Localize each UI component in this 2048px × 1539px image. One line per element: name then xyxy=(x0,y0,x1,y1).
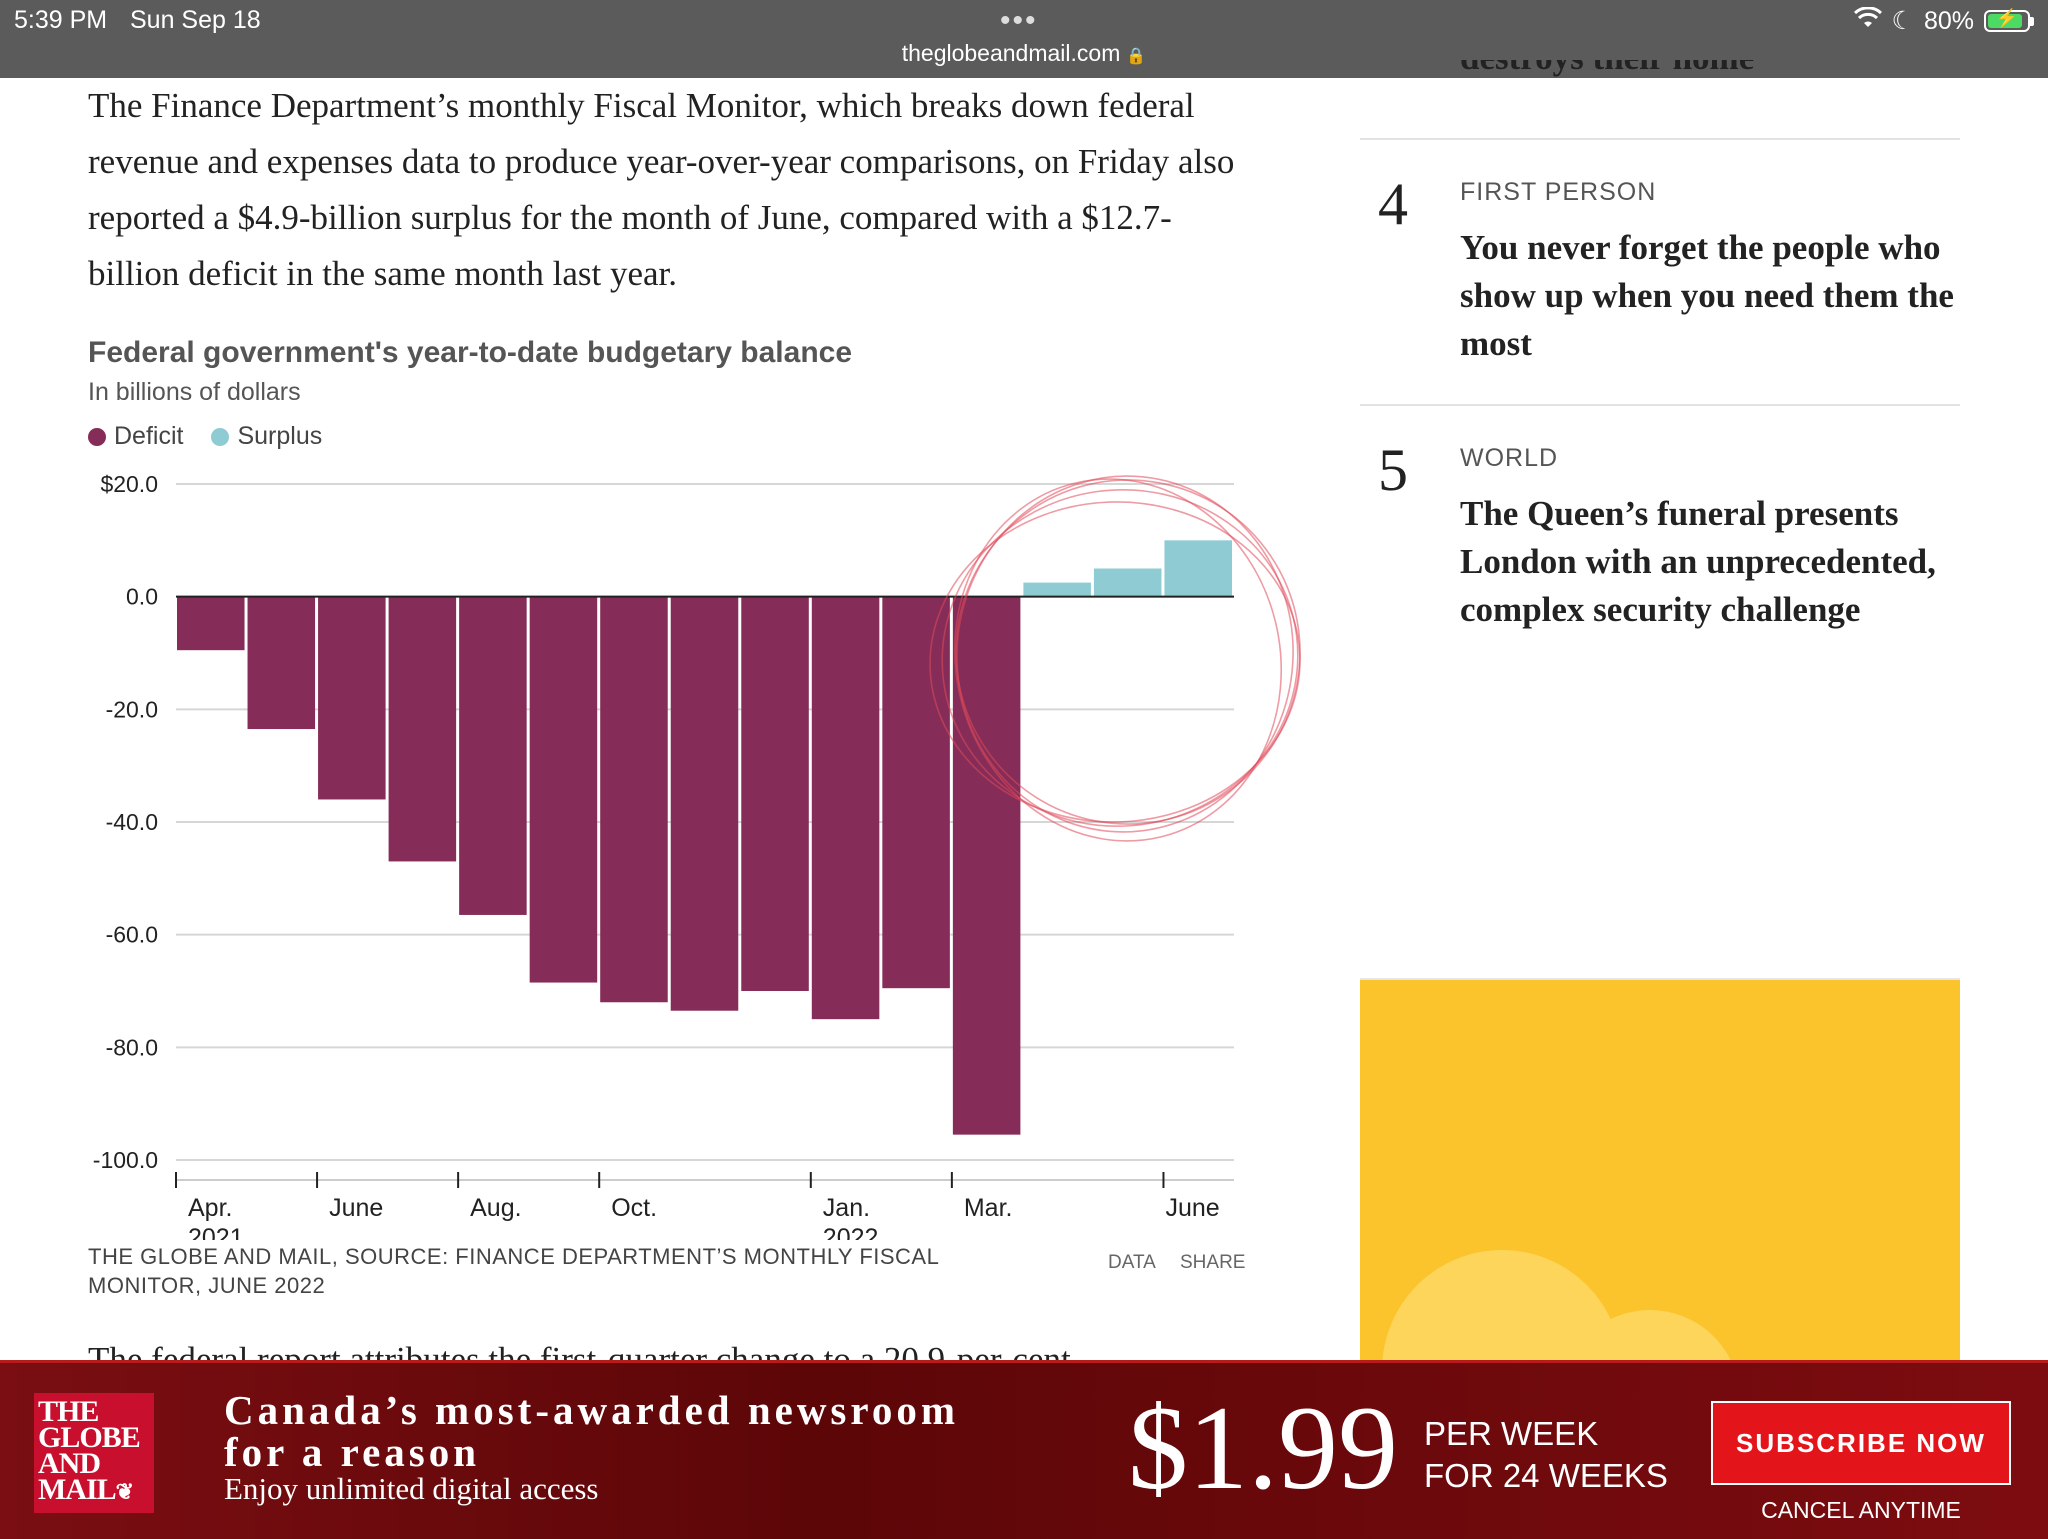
logo-line: THE xyxy=(38,1395,99,1428)
battery-percent: 80% xyxy=(1923,6,1974,35)
sidebar-cut-headline-text: destroys their home xyxy=(1460,60,1754,77)
article-paragraph: The Finance Department’s monthly Fiscal … xyxy=(88,86,1235,293)
legend-item-deficit: Deficit xyxy=(88,422,183,451)
logo-line: GLOBE xyxy=(38,1421,141,1454)
banner-price: $1.99 xyxy=(1128,1381,1398,1514)
bar-aug-2021[interactable] xyxy=(459,596,527,915)
story-headline[interactable]: The Queen’s funeral presents London with… xyxy=(1460,494,1936,629)
story-category: FIRST PERSON xyxy=(1460,178,1657,206)
bar-july-2021[interactable] xyxy=(388,596,457,862)
lock-icon: 🔒 xyxy=(1126,48,1147,65)
annotation-circle-stroke xyxy=(953,478,1283,842)
chart-title: Federal government's year-to-date budget… xyxy=(88,336,853,369)
article-next-paragraph: The federal report attributes the first-… xyxy=(88,1338,1248,1362)
chart-legend: Deficit Surplus xyxy=(88,422,322,451)
sidebar-divider xyxy=(1360,404,1960,406)
subscribe-now-button[interactable]: SUBSCRIBE NOW xyxy=(1711,1401,2011,1485)
x-tick-label: Mar. xyxy=(964,1194,1013,1222)
url-text: theglobeandmail.com xyxy=(901,40,1121,66)
logo-line-text: MAIL xyxy=(38,1473,117,1506)
bar-jan-2022[interactable] xyxy=(811,596,880,1020)
logo-line: AND xyxy=(38,1447,101,1480)
bar-nov-2021[interactable] xyxy=(670,596,739,1011)
chart-subtitle: In billions of dollars xyxy=(88,378,301,406)
battery-icon: ⚡ xyxy=(1984,8,2034,32)
banner-subline: Enjoy unlimited digital access xyxy=(224,1471,599,1506)
y-tick-label: -40.0 xyxy=(106,809,158,835)
x-tick-label: June xyxy=(1165,1194,1219,1222)
chart-source: THE GLOBE AND MAIL, SOURCE: FINANCE DEPA… xyxy=(88,1244,939,1298)
bar-apr-2022[interactable] xyxy=(1023,582,1091,597)
x-tick-label: Apr. xyxy=(188,1194,232,1222)
legend-swatch-surplus xyxy=(211,427,230,446)
y-tick-label: -80.0 xyxy=(106,1034,158,1060)
story-number: 5 xyxy=(1378,437,1408,503)
annotation-circle-stroke xyxy=(955,479,1301,825)
story-number: 4 xyxy=(1378,171,1408,237)
banner-headline: Canada’s most-awarded newsroom for a rea… xyxy=(224,1387,959,1475)
y-tick-label: -20.0 xyxy=(106,696,158,722)
status-time: 5:39 PM xyxy=(14,6,108,34)
status-right: ☾ 80% ⚡ xyxy=(1853,5,2034,36)
sidebar-ad[interactable] xyxy=(1360,978,1960,1360)
bar-sep-2021[interactable] xyxy=(529,596,598,983)
chart-data-link[interactable]: DATA xyxy=(1108,1252,1156,1273)
bar-mar-2022[interactable] xyxy=(952,596,1021,1135)
chart-share-link[interactable]: SHARE xyxy=(1180,1252,1246,1273)
x-tick-label-year: 2021 xyxy=(188,1224,244,1240)
x-tick-label: Oct. xyxy=(611,1194,657,1222)
status-bar: 5:39 PM Sun Sep 18 ••• theglobeandmail.c… xyxy=(0,0,2048,78)
moon-icon: ☾ xyxy=(1891,7,1914,35)
x-tick-label-year: 2022 xyxy=(823,1224,879,1240)
sidebar-divider xyxy=(1360,138,1960,140)
legend-label-deficit: Deficit xyxy=(114,422,184,450)
legend-label-surplus: Surplus xyxy=(237,422,323,450)
x-tick-label: Aug. xyxy=(470,1194,521,1222)
banner-price-terms: PER WEEK FOR 24 WEEKS xyxy=(1424,1413,1668,1497)
y-tick-label: -60.0 xyxy=(106,922,158,948)
legend-item-surplus: Surplus xyxy=(211,422,322,451)
x-tick-label: June xyxy=(329,1194,383,1222)
url-bar[interactable]: theglobeandmail.com 🔒 xyxy=(0,40,2048,67)
bar-june-2022[interactable] xyxy=(1164,540,1232,597)
sidebar-cut-headline[interactable]: destroys their home xyxy=(1460,60,1960,96)
budget-balance-chart: $20.0 0.0 -20.0 -40.0 -60.0 -80.0 -100.0 Apr. 20… xyxy=(93,471,1301,1240)
bar-feb-2022[interactable] xyxy=(882,596,950,989)
y-tick-label: -100.0 xyxy=(93,1147,158,1173)
logo-line: MAIL❦ xyxy=(38,1475,150,1505)
status-date: Sun Sep 18 xyxy=(130,6,261,34)
maple-leaf-icon: ❦ xyxy=(115,1479,134,1504)
legend-swatch-deficit xyxy=(88,427,106,446)
story-category: WORLD xyxy=(1460,444,1559,472)
x-tick-label: Jan. xyxy=(823,1194,870,1222)
story-headline[interactable]: You never forget the people who show up … xyxy=(1460,228,1954,363)
duration-label: FOR 24 WEEKS xyxy=(1424,1457,1668,1494)
bar-oct-2021[interactable] xyxy=(600,596,668,1003)
annotation-circle-stroke xyxy=(956,475,1294,833)
bar-june-2021[interactable] xyxy=(318,596,386,800)
article-next-paragraph-text: The federal report attributes the first-… xyxy=(88,1340,1071,1362)
y-tick-label: $20.0 xyxy=(100,471,158,497)
bar-apr-2021[interactable] xyxy=(177,596,245,651)
multitask-dots-icon[interactable]: ••• xyxy=(1000,4,1038,37)
globe-and-mail-logo[interactable]: THE GLOBE AND MAIL❦ xyxy=(34,1393,154,1513)
bar-may-2022[interactable] xyxy=(1093,568,1162,597)
per-week-label: PER WEEK xyxy=(1424,1415,1599,1452)
wifi-icon xyxy=(1853,5,1882,36)
bar-dec-2021[interactable] xyxy=(741,596,809,991)
annotation-circle-stroke xyxy=(941,489,1299,827)
y-tick-label: 0.0 xyxy=(126,584,158,610)
subscribe-banner: THE GLOBE AND MAIL❦ Canada’s most-awarde… xyxy=(0,1360,2048,1539)
cancel-anytime-text: CANCEL ANYTIME xyxy=(1761,1497,1961,1523)
bar-may-2021[interactable] xyxy=(247,596,316,730)
